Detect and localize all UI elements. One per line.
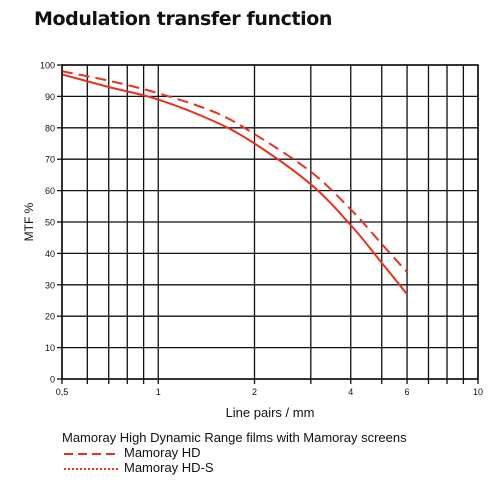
y-tick-label: 30 (45, 280, 55, 290)
series-line-hd (61, 70, 408, 273)
axis-layer: 0 10 20 30 40 50 60 70 80 90 100 0,5 1 2 4 6 10 (40, 61, 483, 398)
legend: Mamoray High Dynamic Range films with Ma… (62, 430, 407, 475)
legend-title: Mamoray High Dynamic Range films with Ma… (62, 430, 407, 445)
x-tick-label: 4 (348, 387, 353, 397)
legend-swatch-hd (64, 452, 118, 455)
y-tick-label: 0 (50, 375, 55, 385)
legend-item-hd: Mamoray HD (62, 445, 407, 460)
chart-title: Modulation transfer function (34, 8, 333, 30)
grid (61, 64, 479, 380)
y-axis-label: MTF % (22, 202, 36, 241)
x-tick-label: 1 (156, 387, 161, 397)
y-tick-label: 100 (40, 61, 55, 71)
y-tick-label: 10 (45, 343, 55, 353)
legend-label-hd: Mamoray HD (124, 445, 201, 460)
y-tick-label: 80 (45, 123, 55, 133)
legend-item-hd-s: Mamoray HD-S (62, 460, 407, 475)
y-tick-label: 90 (45, 92, 55, 102)
series-line-hd-s (61, 73, 408, 295)
y-tick-label: 40 (45, 249, 55, 259)
x-tick-label: 2 (252, 387, 257, 397)
y-tick-label: 50 (45, 218, 55, 228)
y-tick-label: 60 (45, 186, 55, 196)
y-tick-label: 70 (45, 155, 55, 165)
legend-label-hd-s: Mamoray HD-S (124, 460, 214, 475)
y-tick-label: 20 (45, 312, 55, 322)
x-tick-label: 10 (473, 387, 483, 397)
series-layer (61, 70, 408, 295)
x-tick-label: 0,5 (56, 387, 69, 397)
x-tick-label: 6 (405, 387, 410, 397)
legend-swatch-hd-s (64, 467, 118, 470)
x-axis-label: Line pairs / mm (226, 405, 315, 420)
plot-frame (61, 64, 479, 380)
